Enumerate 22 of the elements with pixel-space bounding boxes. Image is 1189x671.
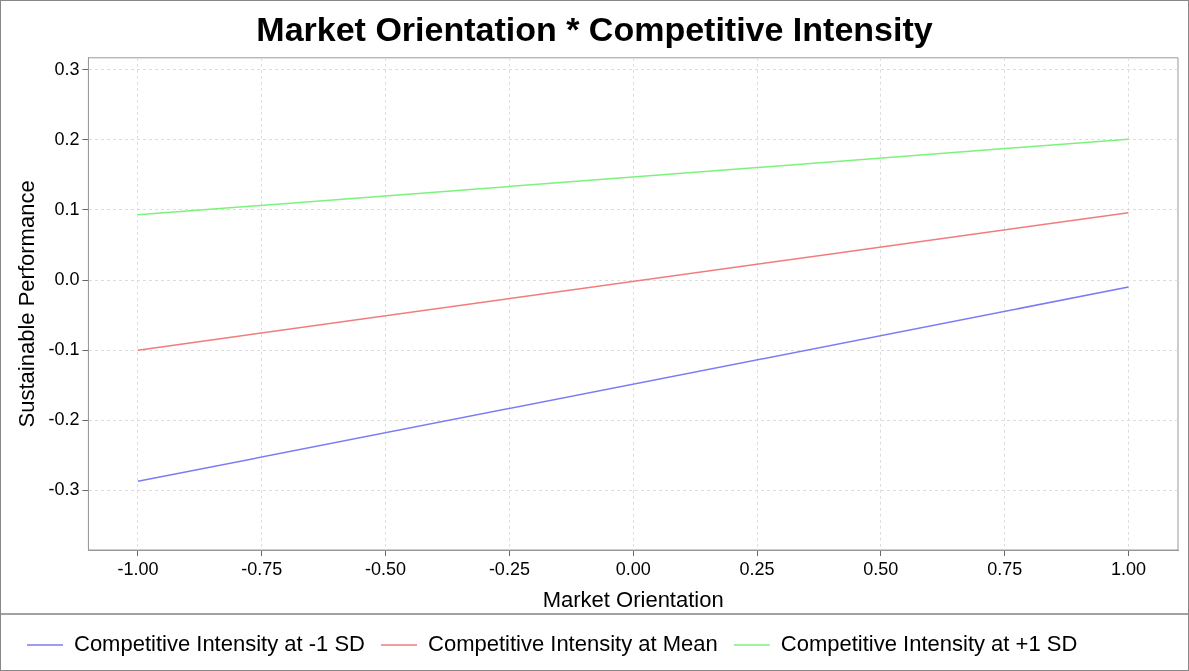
x-tick-label: 1.00: [1110, 558, 1146, 579]
y-tick-label: -0.1: [48, 339, 80, 360]
x-tick-label: 0.75: [987, 558, 1023, 579]
x-axis-title: Market Orientation: [542, 586, 724, 612]
y-tick-label: 0.0: [54, 269, 80, 290]
x-tick-label: -0.25: [488, 558, 530, 579]
y-axis-title: Sustainable Performance: [14, 180, 40, 428]
legend-label: Competitive Intensity at +1 SD: [780, 631, 1078, 657]
legend-label: Competitive Intensity at -1 SD: [74, 631, 366, 657]
x-tick-label: 0.50: [863, 558, 899, 579]
y-tick-label: -0.3: [48, 479, 80, 500]
x-tick-label: -1.00: [117, 558, 159, 579]
x-tick-label: 0.25: [739, 558, 775, 579]
x-tick-label: 0.00: [615, 558, 651, 579]
y-tick-label: 0.1: [54, 198, 80, 219]
y-tick-label: 0.2: [54, 128, 80, 149]
x-tick-label: -0.75: [241, 558, 283, 579]
y-tick-label: 0.3: [54, 58, 80, 79]
x-tick-label: -0.50: [365, 558, 407, 579]
legend-label: Competitive Intensity at Mean: [428, 631, 718, 657]
chart-title: Market Orientation * Competitive Intensity: [256, 9, 933, 48]
y-tick-label: -0.2: [48, 409, 80, 430]
